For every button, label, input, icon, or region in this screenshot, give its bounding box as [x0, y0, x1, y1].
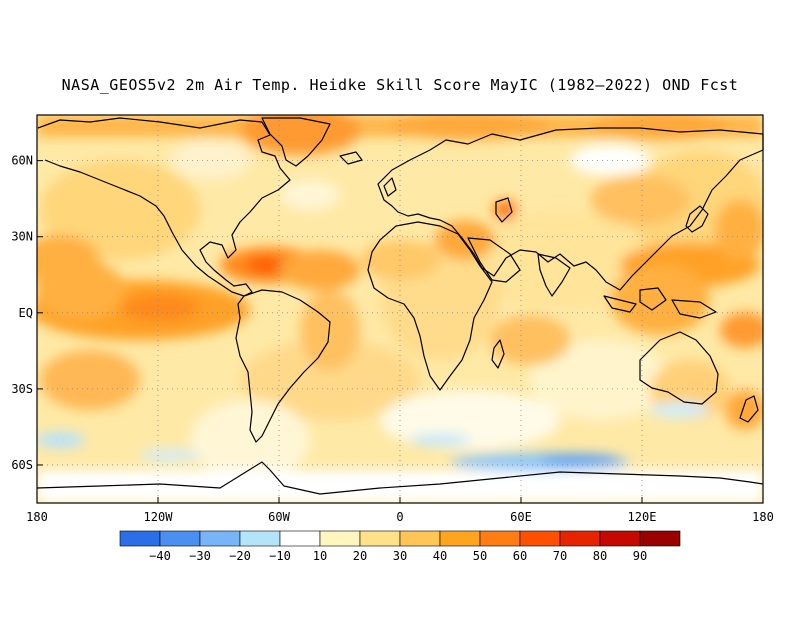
latitude-axis: 60N 30N EQ 30S 60S	[11, 154, 43, 472]
lon-tick-label: 180	[752, 510, 774, 524]
lon-tick-label: 60W	[268, 510, 290, 524]
colorbar-swatch	[319, 530, 361, 547]
lat-tick-label: 30S	[11, 382, 33, 396]
colorbar-tick-label: 70	[553, 549, 567, 563]
colorbar-swatch	[599, 530, 641, 547]
colorbar-swatch	[199, 530, 241, 547]
colorbar-tick-label: 80	[593, 549, 607, 563]
lat-tick-label: EQ	[19, 306, 33, 320]
colorbar-tick-label: −30	[189, 549, 211, 563]
colorbar-swatch	[439, 530, 481, 547]
colorbar-swatch	[119, 530, 161, 547]
lon-tick-label: 180	[26, 510, 48, 524]
lon-tick-label: 120E	[628, 510, 657, 524]
colorbar-tick-label: −20	[229, 549, 251, 563]
colorbar-swatch	[399, 530, 441, 547]
colorbar-tick-label: 60	[513, 549, 527, 563]
colorbar-tick-label: 50	[473, 549, 487, 563]
colorbar-tick-label: 10	[313, 549, 327, 563]
colorbar-swatch	[639, 530, 681, 547]
colorbar-tick-label: 30	[393, 549, 407, 563]
colorbar-tick-label: 90	[633, 549, 647, 563]
colorbar-swatch	[279, 530, 321, 547]
lon-tick-label: 0	[396, 510, 403, 524]
colorbar-swatch	[159, 530, 201, 547]
lon-tick-label: 120W	[144, 510, 174, 524]
colorbar-swatch	[519, 530, 561, 547]
graticule	[37, 115, 763, 503]
map-title: NASA_GEOS5v2 2m Air Temp. Heidke Skill S…	[61, 76, 739, 94]
coastlines	[36, 117, 764, 495]
colorbar-tick-label: 20	[353, 549, 367, 563]
colorbar-tick-label: −10	[269, 549, 291, 563]
longitude-axis: 180 120W 60W 0 60E 120E 180	[26, 497, 774, 524]
colorbar-tick-label: 40	[433, 549, 447, 563]
lat-tick-label: 60S	[11, 458, 33, 472]
colorbar-tick-label: −40	[149, 549, 171, 563]
lat-tick-label: 60N	[11, 154, 33, 168]
colorbar-swatch	[239, 530, 281, 547]
colorbar: −40 −30 −20 −10 10 20 30 40 50 60 70 80 90	[119, 530, 681, 563]
lon-tick-label: 60E	[510, 510, 532, 524]
lat-tick-label: 30N	[11, 230, 33, 244]
skill-field	[37, 115, 763, 503]
colorbar-swatch	[559, 530, 601, 547]
colorbar-swatch	[479, 530, 521, 547]
colorbar-swatch	[359, 530, 401, 547]
